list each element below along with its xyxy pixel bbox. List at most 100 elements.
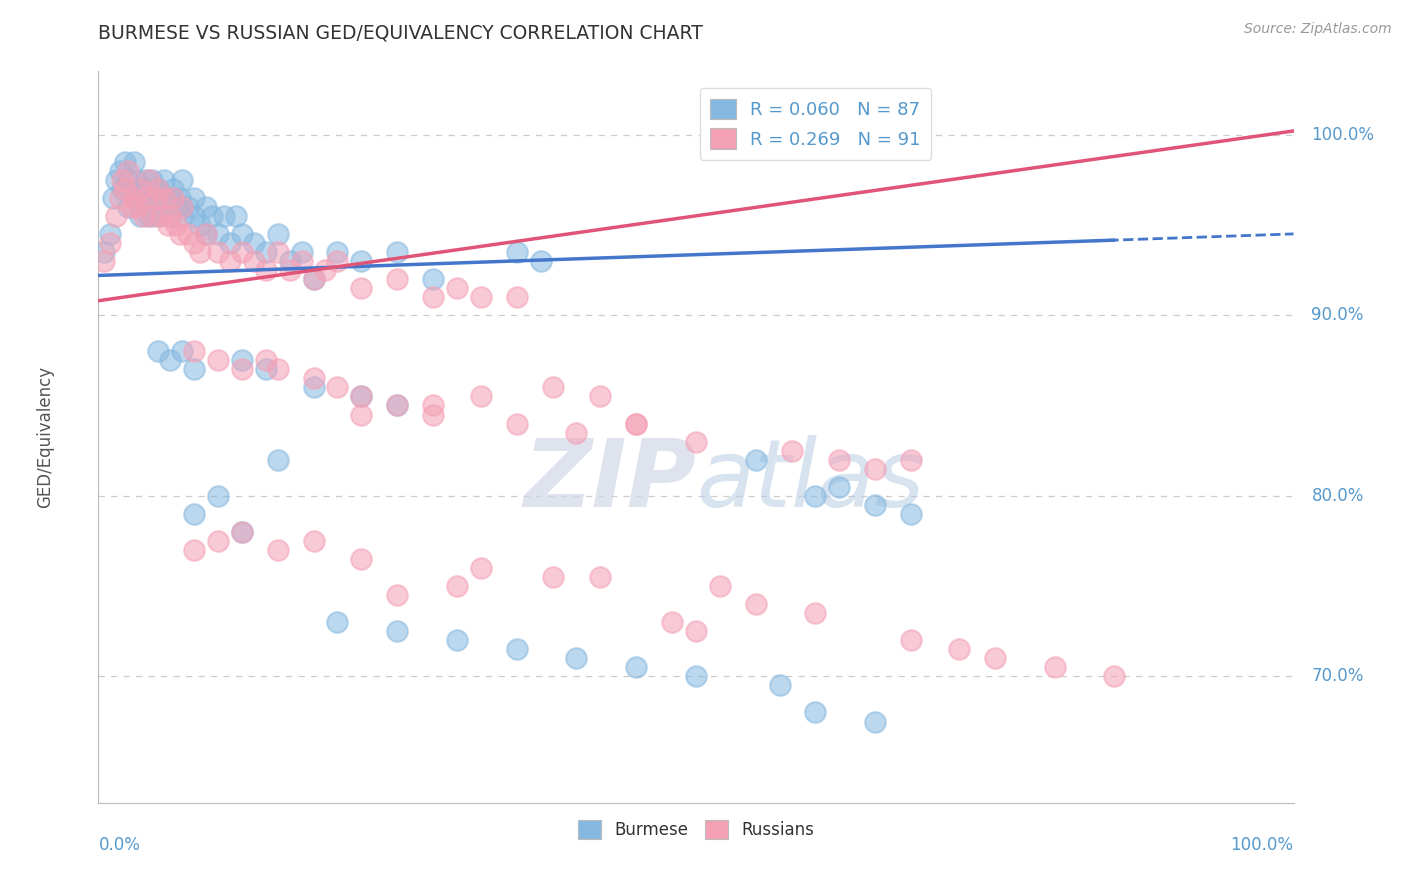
Point <box>207 533 229 548</box>
Point <box>98 227 122 241</box>
Point <box>900 507 922 521</box>
Text: GED/Equivalency: GED/Equivalency <box>35 366 53 508</box>
Point <box>111 172 134 186</box>
Point <box>589 570 612 584</box>
Point <box>177 227 200 241</box>
Point <box>326 615 349 630</box>
Point <box>745 597 768 611</box>
Point <box>153 200 176 214</box>
Point <box>153 172 176 186</box>
Point <box>385 588 409 602</box>
Point <box>129 209 152 223</box>
Point <box>105 172 128 186</box>
Point <box>565 651 588 665</box>
Point <box>138 172 160 186</box>
Point <box>865 461 887 475</box>
Point <box>124 191 146 205</box>
Point <box>302 272 325 286</box>
Point <box>111 182 134 196</box>
Point <box>470 290 492 304</box>
Point <box>267 362 290 376</box>
Point <box>148 182 170 196</box>
Point <box>326 244 349 259</box>
Text: ZIP: ZIP <box>523 435 696 527</box>
Point <box>159 209 181 223</box>
Point <box>125 200 148 214</box>
Point <box>254 362 277 376</box>
Point <box>138 209 160 223</box>
Point <box>93 244 115 259</box>
Point <box>385 399 409 413</box>
Point <box>153 191 176 205</box>
Point <box>124 154 146 169</box>
Point <box>93 254 115 268</box>
Point <box>231 524 253 539</box>
Point <box>169 191 191 205</box>
Point <box>231 227 253 241</box>
Point <box>350 552 373 566</box>
Point <box>117 172 139 186</box>
Point <box>207 244 229 259</box>
Point <box>385 244 409 259</box>
Point <box>350 389 373 403</box>
Point <box>148 344 170 359</box>
Point <box>626 660 648 674</box>
Point <box>159 353 181 368</box>
Point <box>626 417 648 431</box>
Point <box>315 263 337 277</box>
Point <box>470 389 492 403</box>
Text: Source: ZipAtlas.com: Source: ZipAtlas.com <box>1244 22 1392 37</box>
Point <box>900 452 922 467</box>
Point <box>145 191 167 205</box>
Point <box>589 389 612 403</box>
Point <box>530 254 553 268</box>
Text: atlas: atlas <box>696 435 924 526</box>
Text: 70.0%: 70.0% <box>1312 667 1364 685</box>
Point <box>195 227 218 241</box>
Point <box>291 244 314 259</box>
Point <box>195 227 218 241</box>
Point <box>267 452 290 467</box>
Point <box>506 642 529 657</box>
Point <box>506 244 529 259</box>
Point <box>278 254 301 268</box>
Point <box>422 290 444 304</box>
Point <box>148 209 170 223</box>
Point <box>350 254 373 268</box>
Point <box>207 227 229 241</box>
Point <box>141 172 163 186</box>
Point <box>506 290 529 304</box>
Point <box>768 678 790 692</box>
Point <box>121 200 143 214</box>
Point <box>302 533 325 548</box>
Point <box>135 182 157 196</box>
Point <box>326 254 349 268</box>
Point <box>984 651 1007 665</box>
Point <box>385 624 409 639</box>
Point <box>231 244 253 259</box>
Point <box>149 209 172 223</box>
Point <box>446 281 468 295</box>
Point <box>183 362 205 376</box>
Legend: Burmese, Russians: Burmese, Russians <box>571 814 821 846</box>
Point <box>183 543 205 558</box>
Point <box>267 244 290 259</box>
Point <box>195 200 218 214</box>
Point <box>685 624 707 639</box>
Point <box>117 200 139 214</box>
Point <box>267 543 290 558</box>
Point <box>132 191 155 205</box>
Text: BURMESE VS RUSSIAN GED/EQUIVALENCY CORRELATION CHART: BURMESE VS RUSSIAN GED/EQUIVALENCY CORRE… <box>98 23 703 42</box>
Point <box>828 480 851 494</box>
Point <box>446 633 468 648</box>
Point <box>804 706 827 720</box>
Point <box>188 244 211 259</box>
Point <box>169 227 191 241</box>
Point <box>231 524 253 539</box>
Point <box>661 615 683 630</box>
Point <box>149 191 172 205</box>
Point <box>422 272 444 286</box>
Point <box>121 182 143 196</box>
Point <box>865 714 887 729</box>
Point <box>231 362 253 376</box>
